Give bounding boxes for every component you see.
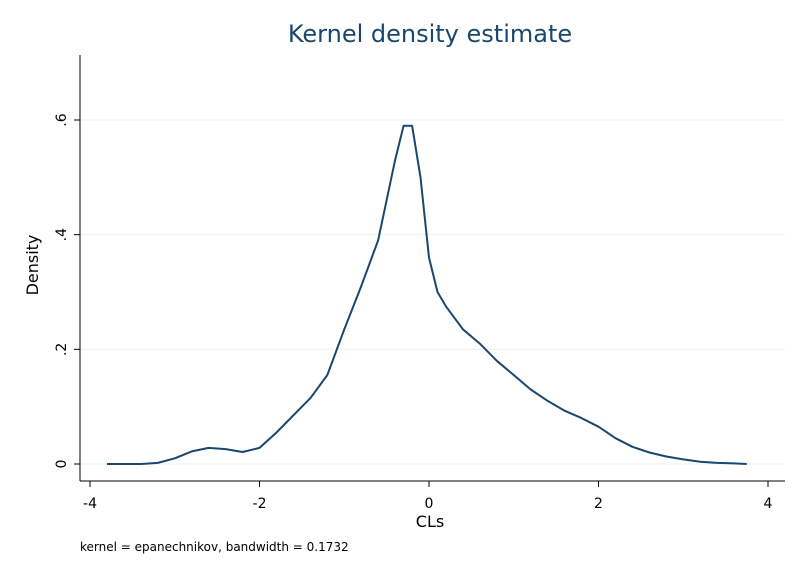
y-axis-label: Density [23, 235, 42, 296]
y-tick-label: .6 [54, 113, 70, 126]
x-tick-label: 0 [425, 496, 434, 512]
x-axis-ticks: -4 -2 0 2 4 [83, 481, 773, 512]
x-axis-label: CLs [416, 512, 444, 531]
grid-layer [80, 119, 785, 465]
y-tick-label: .2 [54, 343, 70, 356]
x-tick-label: -2 [253, 496, 267, 512]
chart-title: Kernel density estimate [288, 20, 572, 48]
x-tick-label: 4 [764, 496, 773, 512]
y-tick-label: 0 [54, 460, 70, 469]
kernel-note: kernel = epanechnikov, bandwidth = 0.173… [80, 540, 349, 554]
y-axis-ticks: 0 .2 .4 .6 [54, 113, 80, 468]
y-tick-label: .4 [54, 228, 70, 241]
x-tick-label: -4 [83, 496, 97, 512]
x-tick-label: 2 [594, 496, 603, 512]
density-line [107, 124, 747, 465]
